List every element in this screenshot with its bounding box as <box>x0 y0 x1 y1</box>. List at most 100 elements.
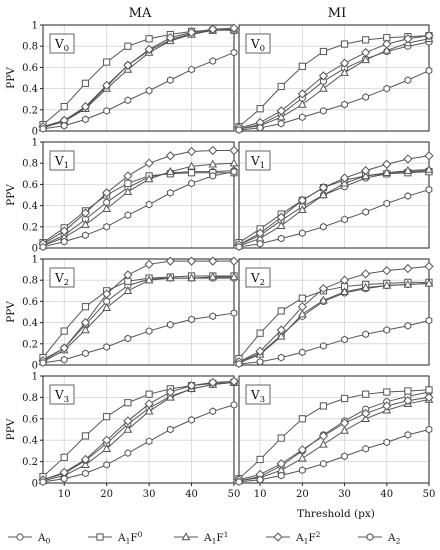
legend-label-mid: F <box>130 532 137 544</box>
y-tick-label: 0.6 <box>22 63 38 74</box>
y-tick-label: 0 <box>32 244 38 255</box>
series-a-1f-2 <box>234 151 434 250</box>
data-point <box>102 303 112 311</box>
row-label-frame <box>245 33 271 54</box>
y-axis-title: PPV <box>5 67 17 89</box>
data-point <box>277 234 285 243</box>
plot-frame <box>42 375 235 484</box>
series-a-2 <box>39 401 238 486</box>
data-point <box>123 171 133 181</box>
data-point <box>235 126 243 134</box>
data-point <box>297 205 307 214</box>
data-point <box>298 62 306 70</box>
plot-frame <box>238 141 430 249</box>
data-point <box>102 188 112 198</box>
data-point <box>102 435 112 445</box>
series-a-1f-2 <box>38 145 239 249</box>
series-line <box>238 38 430 130</box>
row-label-box: V0 <box>245 33 271 54</box>
legend-marker <box>16 533 24 541</box>
y-tick-label: 0.6 <box>22 297 38 308</box>
data-point <box>229 272 239 281</box>
data-point <box>81 432 90 440</box>
data-point <box>209 172 217 180</box>
data-point <box>186 27 197 38</box>
data-point <box>256 329 264 337</box>
data-point <box>82 115 89 124</box>
data-point <box>230 401 238 409</box>
data-point <box>340 425 349 434</box>
data-point <box>361 414 371 422</box>
row-label-sub: 1 <box>64 161 69 171</box>
y-tick-label: 0.8 <box>22 276 38 287</box>
data-point <box>102 444 112 452</box>
legend-label-sub: 1 <box>304 537 309 546</box>
y-tick-label: 0.8 <box>22 393 38 404</box>
series-line <box>42 277 234 361</box>
data-point <box>123 270 133 280</box>
data-point <box>297 453 307 462</box>
data-point <box>166 76 174 84</box>
series-line <box>238 155 430 246</box>
y-tick-label: 0 <box>32 127 38 138</box>
data-point <box>382 280 392 289</box>
data-point <box>208 145 218 156</box>
data-point <box>340 394 349 403</box>
series-line <box>42 28 235 129</box>
row-label-sub: 2 <box>64 278 69 288</box>
row-label-sub: 0 <box>260 44 265 54</box>
data-point <box>361 269 371 279</box>
series-a-1f-1 <box>234 278 434 367</box>
data-point <box>144 174 154 183</box>
data-point <box>277 471 285 480</box>
legend-item-a-2: A2 <box>358 532 401 546</box>
data-point <box>124 399 132 407</box>
data-point <box>320 342 327 350</box>
data-point <box>424 30 434 41</box>
data-point <box>145 35 153 43</box>
data-point <box>82 349 89 358</box>
data-point <box>60 103 68 111</box>
data-point <box>81 79 90 87</box>
x-tick-label: 20 <box>100 489 113 500</box>
legend-label: A1F2 <box>295 530 321 546</box>
data-point <box>382 167 392 176</box>
row-label-sub: 2 <box>260 278 265 288</box>
data-point <box>80 102 91 112</box>
series-line <box>238 189 430 248</box>
y-tick-label: 0 <box>32 479 38 490</box>
x-tick-label: 30 <box>338 489 351 500</box>
legend-marker <box>181 532 191 541</box>
data-point <box>209 57 217 65</box>
data-point <box>188 179 195 188</box>
legend-label: A1F1 <box>203 530 228 546</box>
row-label-frame <box>49 384 75 405</box>
data-point <box>403 396 413 406</box>
data-point <box>339 58 350 68</box>
panel-mi-v2: V2 <box>234 258 434 368</box>
data-point <box>235 243 243 251</box>
data-point <box>362 390 370 398</box>
x-tick-label: 10 <box>58 489 71 500</box>
series-line <box>42 162 235 247</box>
data-point <box>188 65 195 74</box>
data-point <box>145 327 153 335</box>
data-point <box>383 326 391 334</box>
series-line <box>238 171 430 244</box>
data-point <box>318 71 329 81</box>
y-tick-label: 0 <box>32 361 38 372</box>
data-point <box>382 159 392 169</box>
data-point <box>255 346 265 356</box>
data-point <box>144 44 154 54</box>
panel-ma-v1: 0 0.2 0.4 0.6 0.8 1 PPV V1 <box>5 138 239 255</box>
y-tick-label: 0.6 <box>22 414 38 425</box>
y-tick-label: 1 <box>32 255 38 266</box>
legend-label-sub: 1 <box>212 537 217 546</box>
data-point <box>123 187 133 196</box>
data-point <box>425 425 433 434</box>
data-point <box>298 466 306 475</box>
row-label-frame <box>49 150 75 171</box>
data-point <box>320 222 327 231</box>
data-point <box>276 325 286 335</box>
series-line <box>238 429 430 483</box>
